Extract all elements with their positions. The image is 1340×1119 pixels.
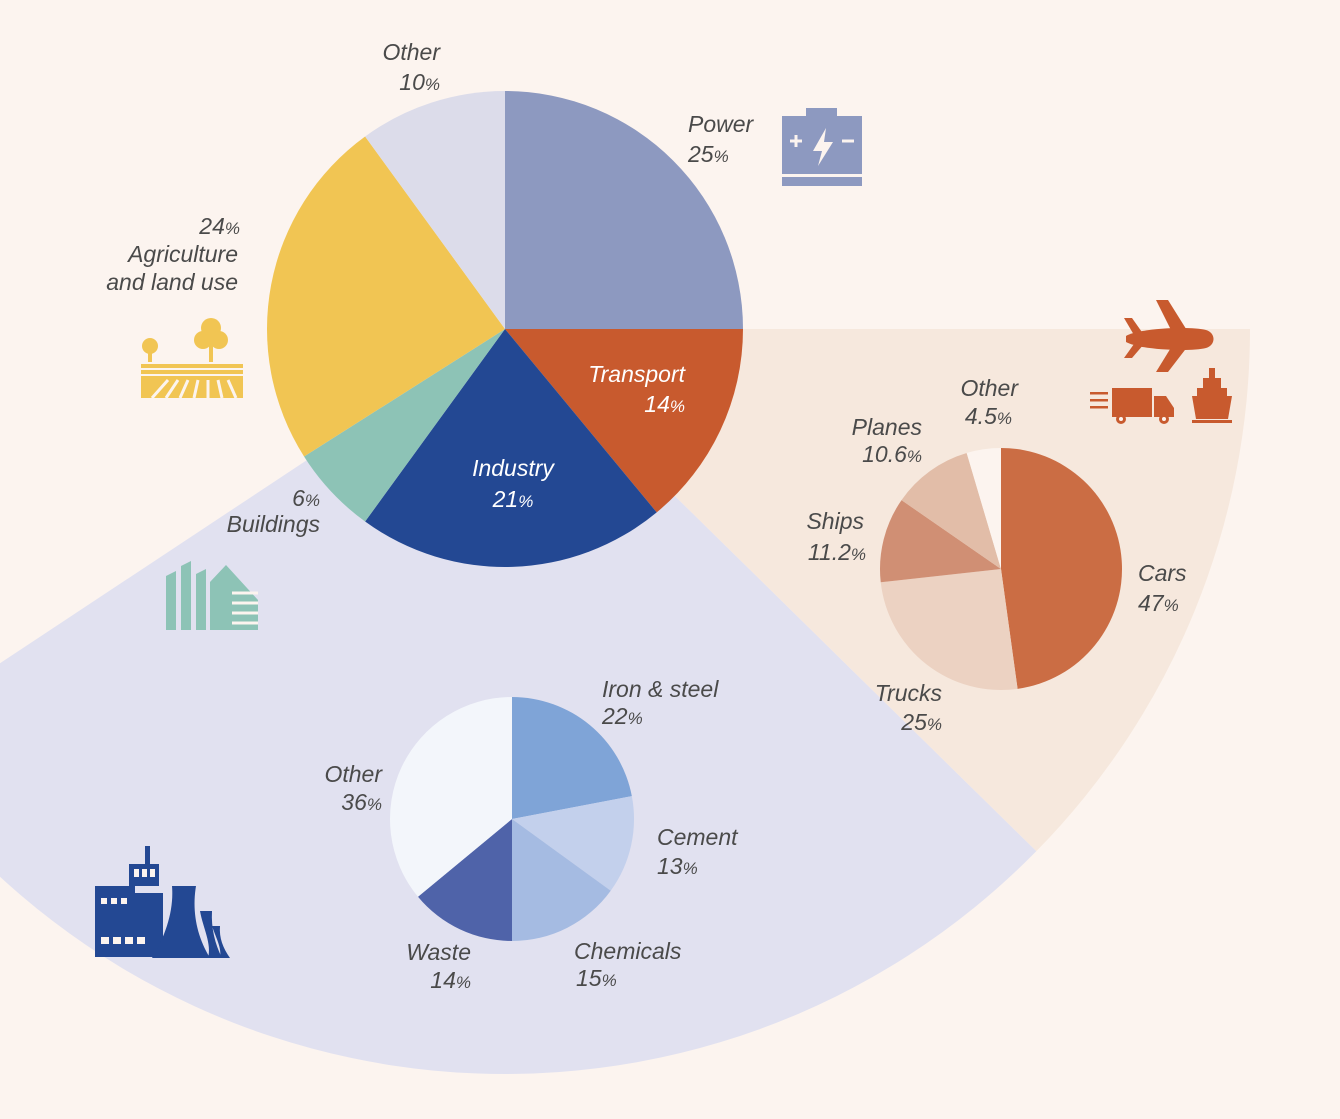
label-cement-name: Cement xyxy=(657,824,739,850)
factory-icon xyxy=(95,846,230,958)
label-buildings-pct: 6% xyxy=(292,485,320,511)
label-iron-steel-name: Iron & steel xyxy=(602,676,719,702)
label-transport-other-pct: 4.5% xyxy=(965,403,1012,429)
industry-slice-iron-and-steel xyxy=(512,697,632,819)
main-slice-power xyxy=(505,91,743,329)
main-slice-agriculture-and-land-use xyxy=(266,136,505,457)
main-slice-industry xyxy=(365,329,657,568)
label-ships-pct: 11.2% xyxy=(808,539,866,565)
label-transport-pct: 14% xyxy=(644,391,685,417)
label-trucks-pct: 25% xyxy=(900,709,942,735)
label-industry-pct: 21% xyxy=(492,486,534,512)
buildings-icon xyxy=(166,561,258,630)
main-slice-buildings xyxy=(304,329,505,522)
field-and-trees-icon xyxy=(141,318,243,399)
label-cement-pct: 13% xyxy=(657,853,698,879)
transport-slice-other xyxy=(966,448,1001,569)
transport-slice-trucks xyxy=(880,569,1018,691)
label-industry-name: Industry xyxy=(472,455,555,481)
main-slice-transport xyxy=(505,329,743,513)
label-ships-name: Ships xyxy=(806,508,864,534)
transport-pie xyxy=(879,448,1123,691)
label-transport-name: Transport xyxy=(588,361,686,387)
industry-slice-cement xyxy=(512,796,635,891)
ship-icon xyxy=(1192,368,1232,423)
truck-icon xyxy=(1090,388,1174,424)
label-industry-other-pct: 36% xyxy=(341,789,382,815)
label-waste-name: Waste xyxy=(406,939,471,965)
industry-slice-waste xyxy=(418,819,512,941)
transport-slice-planes xyxy=(901,452,1001,569)
label-chemicals-name: Chemicals xyxy=(574,938,682,964)
transport-slice-cars xyxy=(1001,448,1123,689)
label-transport-other-name: Other xyxy=(960,375,1019,401)
label-waste-pct: 14% xyxy=(430,967,471,993)
label-power-name: Power xyxy=(688,111,755,137)
industry-slice-chemicals xyxy=(512,819,611,941)
label-cars-name: Cars xyxy=(1138,560,1187,586)
label-chemicals-pct: 15% xyxy=(576,965,617,991)
label-agriculture-name-1: Agriculture xyxy=(126,241,238,267)
transport-slice-ships xyxy=(879,500,1001,583)
label-other-name: Other xyxy=(382,39,441,65)
label-buildings-name: Buildings xyxy=(227,511,321,537)
label-cars-pct: 47% xyxy=(1138,590,1179,616)
industry-pie xyxy=(389,696,635,941)
main-slice-other xyxy=(365,91,505,329)
label-agriculture-name-2: and land use xyxy=(106,269,238,295)
label-planes-name: Planes xyxy=(852,414,923,440)
main-pie xyxy=(266,91,743,568)
label-iron-steel-pct: 22% xyxy=(601,703,643,729)
airplane-icon xyxy=(1124,300,1214,372)
label-industry-other-name: Other xyxy=(324,761,383,787)
label-power-pct: 25% xyxy=(687,141,729,167)
industry-slice-other xyxy=(389,696,512,897)
label-trucks-name: Trucks xyxy=(875,680,943,706)
label-planes-pct: 10.6% xyxy=(862,441,922,467)
battery-icon xyxy=(782,108,862,186)
label-agriculture-pct: 24% xyxy=(198,213,240,239)
label-other-pct: 10% xyxy=(399,69,440,95)
